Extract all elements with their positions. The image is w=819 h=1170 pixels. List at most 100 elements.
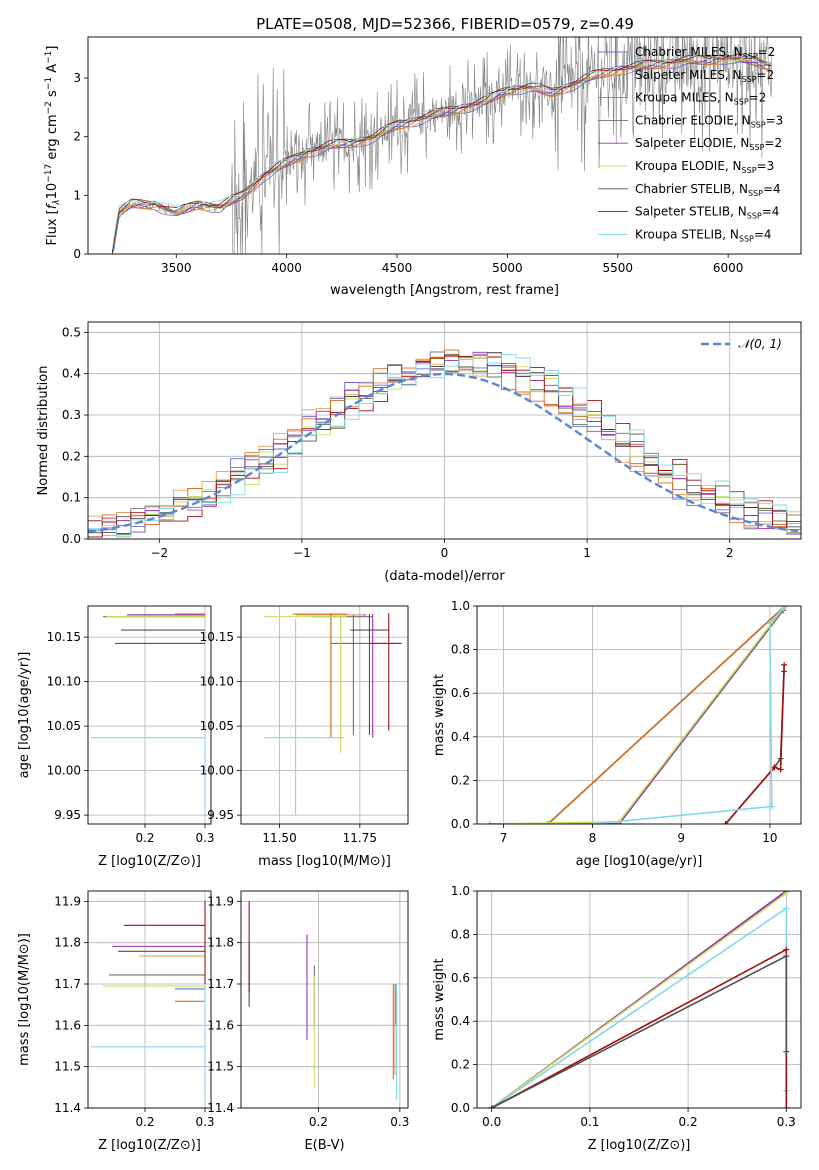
series-line-salpeter_stelib xyxy=(724,664,785,824)
x-tick-label: 7 xyxy=(500,831,508,845)
axis-label: E(B-V) xyxy=(304,1138,344,1153)
spectrum-plot-area xyxy=(111,37,773,254)
legend-entry: Salpeter STELIB, NSSP=4 xyxy=(635,205,779,221)
panel-mass_vs_ebv: 0.2 0.3 11.4 11.5 11.6 11.7 11.8 11.9 E(B-V) xyxy=(207,890,409,1153)
x-tick-label: 11.75 xyxy=(343,831,377,845)
x-tick-label: 0.3 xyxy=(390,1115,409,1129)
axes-frame xyxy=(87,321,802,540)
model-spectrum-kroupa_elodie xyxy=(111,55,772,254)
y-tick-label: 0.2 xyxy=(451,1058,470,1072)
y-tick-label: 2 xyxy=(73,130,81,144)
histogram-kroupa_miles xyxy=(88,349,801,527)
x-tick-label: 0.2 xyxy=(135,831,154,845)
y-tick-label: 10.15 xyxy=(200,630,234,644)
y-tick-label: 0.6 xyxy=(451,686,470,700)
legend-entry: Chabrier ELODIE, NSSP=3 xyxy=(635,113,783,129)
y-tick-label: 9.95 xyxy=(207,808,234,822)
legend-entry: Chabrier STELIB, NSSP=4 xyxy=(635,182,781,198)
y-tick-label: 11.9 xyxy=(207,894,234,908)
axis-label: mass weight xyxy=(432,674,447,756)
axis-label: age [log10(age/yr)] xyxy=(576,854,703,869)
gaussian-curve xyxy=(88,372,799,533)
x-tick-label: 0.0 xyxy=(482,1115,501,1129)
y-tick-label: 0.3 xyxy=(62,408,81,422)
figure-title: PLATE=0508, MJD=52366, FIBERID=0579, z=0… xyxy=(256,15,634,33)
x-tick-label: 6000 xyxy=(713,261,744,275)
x-tick-label: 8 xyxy=(589,831,597,845)
x-tick-label: 0 xyxy=(441,546,449,560)
x-tick-label: 0.2 xyxy=(135,1115,154,1129)
y-tick-label: 0 xyxy=(73,247,81,261)
y-tick-label: 11.5 xyxy=(54,1060,81,1074)
axis-label: Z [log10(Z/Z⊙)] xyxy=(98,1138,201,1153)
y-tick-label: 11.7 xyxy=(207,977,234,991)
axis-label: age [log10(age/yr)] xyxy=(17,652,32,779)
y-tick-label: 11.6 xyxy=(207,1018,234,1032)
y-tick-label: 0.4 xyxy=(451,1014,470,1028)
y-tick-label: 0.0 xyxy=(451,817,470,831)
x-tick-label: −2 xyxy=(150,546,168,560)
series-line-kroupa_miles xyxy=(547,606,786,824)
y-tick-label: 0.1 xyxy=(62,491,81,505)
x-tick-label: 10 xyxy=(762,831,777,845)
y-tick-label: 10.15 xyxy=(47,630,81,644)
axes-frame xyxy=(476,605,802,825)
y-tick-label: 0.0 xyxy=(62,532,81,546)
panel-age_vs_Z: 0.2 0.3 9.95 10.00 10.05 10.10 10.15 Z [log10(Z… xyxy=(17,605,215,869)
axes-frame xyxy=(476,890,802,1109)
y-tick-label: 10.05 xyxy=(200,719,234,733)
legend-entry: Chabrier MILES, NSSP=2 xyxy=(635,45,775,61)
y-tick-label: 11.4 xyxy=(207,1101,234,1115)
y-tick-label: 9.95 xyxy=(54,808,81,822)
panel-spectrum: 3500 4000 4500 5000 5500 6000 0 1 2 3 wavelength [… xyxy=(44,36,802,298)
residual-plot-area xyxy=(88,349,801,538)
axis-label: (data-model)/error xyxy=(384,569,505,584)
x-tick-label: 0.3 xyxy=(195,1115,214,1129)
panel-mass_vs_Z: 0.2 0.3 11.4 11.5 11.6 11.7 11.8 11.9 Z [log10(Z… xyxy=(17,890,215,1153)
y-tick-label: 11.4 xyxy=(54,1101,81,1115)
y-tick-label: 10.00 xyxy=(47,764,81,778)
axis-label: mass [log10(M/M⊙)] xyxy=(258,854,391,869)
x-tick-label: 3500 xyxy=(161,261,192,275)
age_vs_Z-plot-area xyxy=(91,613,206,816)
weight_vs_age-plot-area xyxy=(487,606,789,824)
axis-label: Normed distribution xyxy=(36,366,51,496)
model-spectrum-kroupa_stelib xyxy=(111,51,772,250)
x-tick-label: 0.1 xyxy=(580,1115,599,1129)
axis-label: wavelength [Angstrom, rest frame] xyxy=(330,283,559,298)
histogram-chabrier_stelib xyxy=(88,352,801,534)
y-tick-label: 0.0 xyxy=(451,1101,470,1115)
y-tick-label: 10.10 xyxy=(200,675,234,689)
panel-age_vs_mass: 11.50 11.75 9.95 10.00 10.05 10.10 10.15 mass [… xyxy=(200,605,409,869)
legend-entry: Kroupa ELODIE, NSSP=3 xyxy=(635,159,774,175)
y-tick-label: 10.10 xyxy=(47,675,81,689)
x-tick-label: 5500 xyxy=(603,261,634,275)
model-spectrum-salpeter_miles xyxy=(111,58,772,254)
axis-label: Z [log10(Z/Z⊙)] xyxy=(588,1138,691,1153)
y-tick-label: 11.8 xyxy=(54,936,81,950)
y-tick-label: 11.9 xyxy=(54,894,81,908)
mass_vs_ebv-plot-area xyxy=(248,901,398,1100)
x-tick-label: −1 xyxy=(293,546,311,560)
x-tick-label: 4000 xyxy=(271,261,302,275)
x-tick-label: 0.3 xyxy=(777,1115,796,1129)
y-tick-label: 11.8 xyxy=(207,936,234,950)
x-tick-label: 2 xyxy=(726,546,734,560)
age_vs_mass-plot-area xyxy=(263,613,402,816)
y-axis-label: Flux [fλ10−17 erg cm−2 s−1 A−1] xyxy=(44,46,62,246)
x-tick-label: 4500 xyxy=(382,261,413,275)
y-tick-label: 3 xyxy=(73,71,81,85)
y-tick-label: 10.00 xyxy=(200,764,234,778)
x-tick-label: 11.50 xyxy=(262,831,296,845)
histogram-kroupa_stelib xyxy=(88,353,801,538)
x-tick-label: 1 xyxy=(583,546,591,560)
observed-spectrum-line xyxy=(112,37,773,254)
y-tick-label: 1 xyxy=(73,188,81,202)
legend-entry-gauss: 𝒩(0, 1) xyxy=(738,337,782,351)
y-tick-label: 0.2 xyxy=(451,773,470,787)
legend-entry: Salpeter ELODIE, NSSP=2 xyxy=(635,136,782,152)
y-tick-label: 0.8 xyxy=(451,643,470,657)
y-tick-label: 0.8 xyxy=(451,927,470,941)
axes-frame xyxy=(87,36,802,255)
